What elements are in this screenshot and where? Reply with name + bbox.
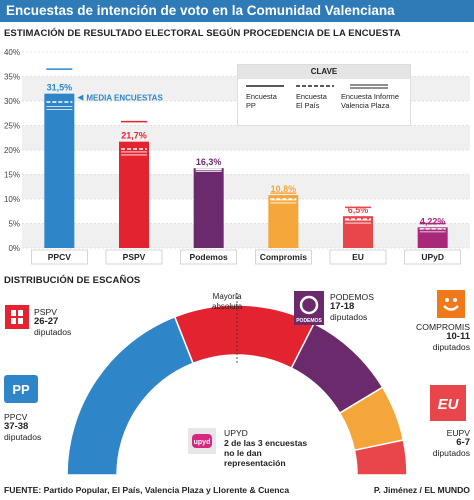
seat-label-upyd: UPYD 2 de las 3 encuestas no le dan repr… <box>224 428 308 468</box>
compromis-logo-icon <box>437 290 465 318</box>
category-label: Compromís <box>260 252 308 262</box>
value-label: 16,3% <box>196 157 222 167</box>
grid-band <box>22 125 470 150</box>
category-label: PSPV <box>123 252 146 262</box>
category-label: PPCV <box>48 252 71 262</box>
pp-logo-icon: PP <box>4 375 38 403</box>
y-tick-label: 20% <box>4 146 20 155</box>
value-label: 10,8% <box>271 184 297 194</box>
seat-label-eupv: EUPV 6-7 diputados <box>432 428 470 458</box>
bar-pspv <box>119 141 149 248</box>
eu-logo-text: EU <box>438 396 460 413</box>
category-box <box>255 249 312 265</box>
category-box <box>180 249 237 265</box>
legend-title: CLAVE <box>238 65 410 79</box>
seat-label-podemos: PODEMOS 17-18 diputados <box>330 292 374 322</box>
legend-item-elpais: Encuesta El País <box>296 92 327 110</box>
eupv-logo-icon: EU <box>430 385 466 421</box>
y-tick-label: 40% <box>4 48 20 57</box>
y-tick-label: 35% <box>4 73 20 82</box>
seat-label-ppcv: PPCV 37-38 diputados <box>4 412 42 442</box>
footer-credit: P. Jiménez / EL MUNDO <box>373 485 470 495</box>
bar-eu <box>343 216 373 248</box>
seats-hemicycle <box>66 293 408 476</box>
category-box <box>105 249 163 265</box>
grid-band <box>22 174 470 199</box>
upyd-logo-text: upyd <box>194 439 211 446</box>
grid-band <box>22 223 470 248</box>
category-box <box>31 249 88 265</box>
chart-subtitle: ESTIMACIÓN DE RESULTADO ELECTORAL SEGÚN … <box>4 28 401 39</box>
category-box <box>404 249 461 265</box>
y-tick-label: 25% <box>4 122 20 131</box>
y-tick-label: 30% <box>4 97 20 106</box>
page-title: Encuestas de intención de voto en la Com… <box>0 0 474 22</box>
seat-arc-eupv <box>353 439 408 476</box>
legend: CLAVE Encuesta PP Encuesta El País Encuest… <box>237 64 411 126</box>
podemos-logo-icon: PODEMOS <box>294 291 324 325</box>
majority-label: Mayoría absoluta <box>212 292 243 311</box>
seat-label-pspv: PSPV 26-27 diputados <box>34 307 72 337</box>
seat-arc-ppcv <box>66 315 195 476</box>
y-tick-label: 0% <box>8 244 20 253</box>
value-label: 21,7% <box>121 131 147 141</box>
seats-title: DISTRIBUCIÓN DE ESCAÑOS <box>4 275 141 286</box>
category-label: UPyD <box>421 252 444 262</box>
bar-podemos <box>193 168 224 248</box>
category-box <box>329 249 387 265</box>
y-tick-label: 5% <box>8 220 20 229</box>
upyd-logo-icon: upyd <box>188 428 216 454</box>
category-label: Podemos <box>190 252 229 262</box>
media-pointer-icon <box>77 94 84 101</box>
media-label: MEDIA ENCUESTAS <box>86 94 163 103</box>
pspv-logo-icon <box>5 305 29 329</box>
category-label: EU <box>352 252 364 262</box>
seat-label-compromis: COMPROMIS 10-11 diputados <box>416 322 470 352</box>
legend-item-valencia-plaza: Encuesta Informe Valencia Plaza <box>341 92 399 110</box>
bar-ppcv <box>44 93 75 249</box>
legend-item-pp: Encuesta PP <box>246 92 277 110</box>
value-label: 31,5% <box>47 83 73 93</box>
podemos-logo-text: PODEMOS <box>296 318 322 324</box>
pp-logo-text: PP <box>12 382 30 397</box>
y-tick-label: 15% <box>4 171 20 180</box>
y-tick-label: 10% <box>4 195 20 204</box>
value-label: 6,5% <box>348 205 369 215</box>
bar-compromís <box>268 195 299 248</box>
bar-upyd <box>417 227 448 248</box>
value-label: 4,22% <box>420 216 446 226</box>
footer-source: FUENTE: Partido Popular, El País, Valenc… <box>4 485 290 495</box>
